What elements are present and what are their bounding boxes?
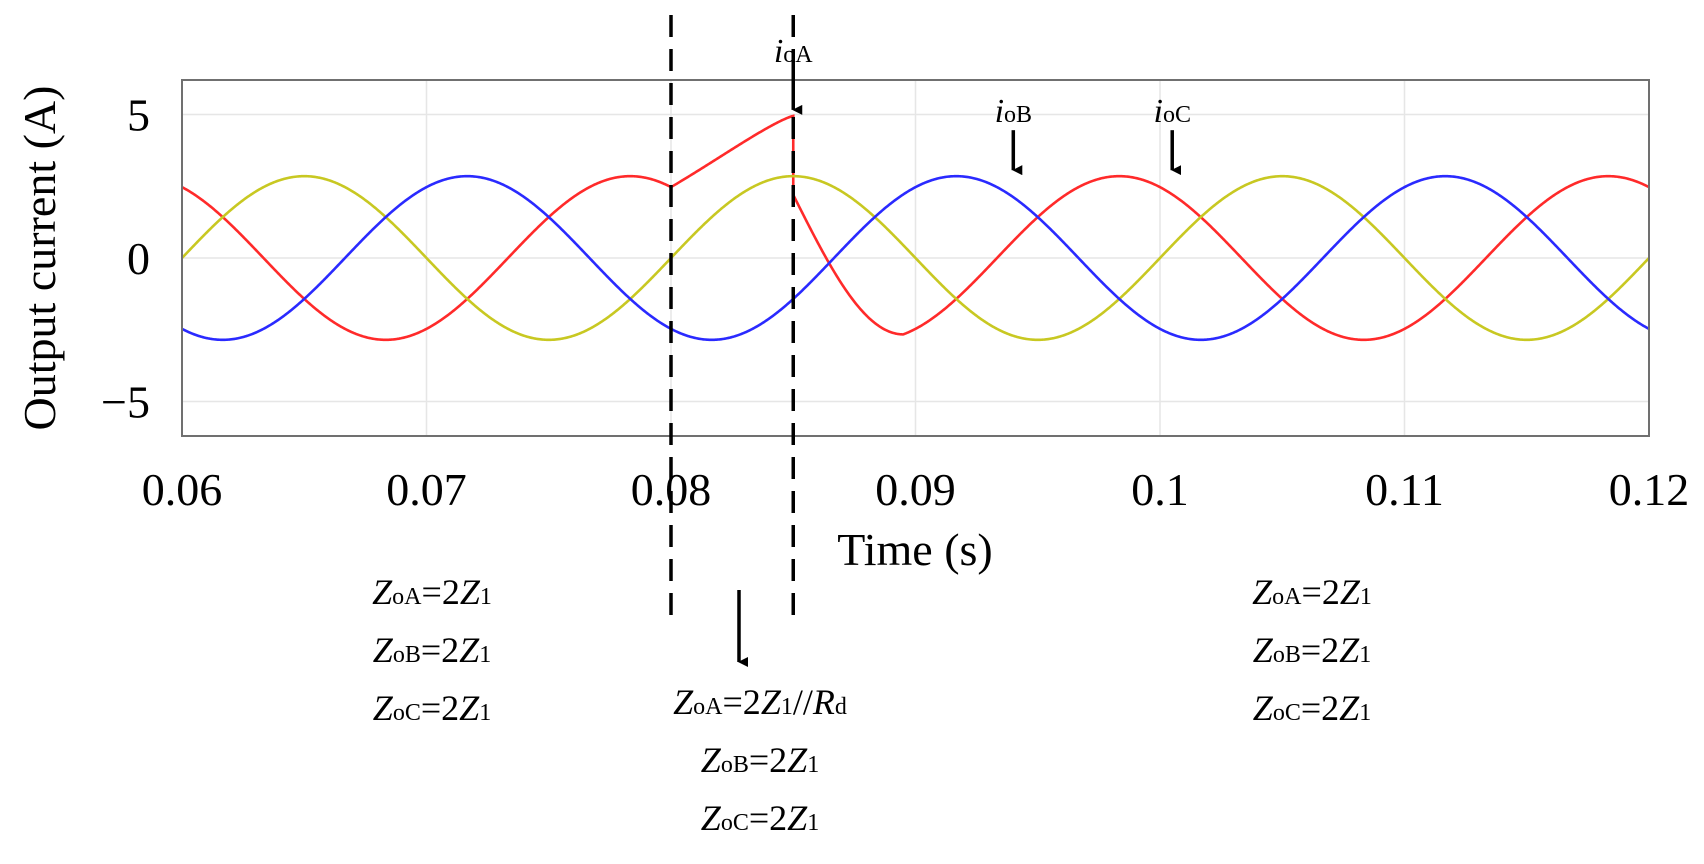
equation-part: Z [1253, 688, 1274, 728]
equation-part: 1 [807, 810, 819, 836]
y-tick-label: 0 [127, 233, 150, 284]
x-tick-label: 0.06 [142, 464, 223, 515]
impedance-equation: ZoA=2Z1 [1252, 572, 1372, 612]
x-tick-label: 0.09 [875, 464, 956, 515]
equation-part: oB [1273, 642, 1301, 668]
equation-part: Z [1339, 688, 1360, 728]
x-tick-label: 0.11 [1365, 464, 1444, 515]
equation-part: oA [693, 694, 723, 720]
y-tick-label: −5 [101, 377, 150, 428]
x-tick-label: 0.12 [1609, 464, 1690, 515]
impedance-equation: ZoA=2Z1 [372, 572, 492, 612]
equation-part: oA [1272, 584, 1302, 610]
equation-part: Z [459, 630, 480, 670]
equation-part: Z [373, 688, 394, 728]
equation-part: Z [787, 798, 808, 838]
plot-frame [181, 79, 1650, 437]
equation-part: =2 [1301, 688, 1339, 728]
callout-italic: i [995, 93, 1004, 130]
equation-part: =2 [1301, 630, 1339, 670]
equation-part: =2 [749, 798, 787, 838]
x-tick-label: 0.07 [386, 464, 467, 515]
equation-part: Z [701, 740, 722, 780]
callout-subscript: oA [783, 42, 813, 68]
callout-label: ioB [995, 93, 1032, 130]
x-tick-labels: 0.06 0.07 0.08 0.09 0.1 0.11 0.12 [142, 464, 1690, 515]
equation-part: Z [1252, 572, 1273, 612]
impedance-equation: ZoB=2Z1 [373, 630, 491, 670]
series-lines [181, 114, 1650, 342]
equation-part: 1 [480, 584, 492, 610]
x-axis-label: Time (s) [837, 524, 993, 575]
callout-oB: ioB [995, 93, 1032, 176]
equation-part: Z [673, 682, 694, 722]
equation-part: =2 [749, 740, 787, 780]
equation-part: Z [787, 740, 808, 780]
callout-italic: i [1153, 93, 1162, 130]
equation-part: 1 [781, 694, 793, 720]
equation-part: Z [373, 630, 394, 670]
equation-part: oA [392, 584, 422, 610]
equation-part: 1 [807, 752, 819, 778]
series-line-ioA [181, 114, 1650, 342]
impedance-equation: ZoB=2Z1 [701, 740, 819, 780]
equation-part: oC [1273, 700, 1301, 726]
equation-part: Z [372, 572, 393, 612]
equation-part: oC [393, 700, 421, 726]
equation-part: oB [721, 752, 749, 778]
equation-part: 1 [1360, 584, 1372, 610]
equation-part: 1 [479, 700, 491, 726]
equation-part: 1 [479, 642, 491, 668]
equation-part: Z [459, 688, 480, 728]
equation-part: Z [761, 682, 782, 722]
equation-part: // [793, 682, 813, 722]
series-line-ioB [181, 174, 1650, 342]
equation-part: R [812, 682, 835, 722]
equation-part: Z [1253, 630, 1274, 670]
equation-part: Z [1340, 572, 1361, 612]
callout-label: ioA [774, 33, 813, 70]
equation-part: d [835, 694, 847, 720]
callout-oC: ioC [1153, 93, 1191, 176]
series-line-ioC [181, 174, 1650, 342]
y-axis-label: Output current (A) [14, 86, 65, 431]
equation-part: oB [393, 642, 421, 668]
equation-part: Z [460, 572, 481, 612]
y-tick-label: 5 [127, 89, 150, 140]
impedance-equation: ZoC=2Z1 [701, 798, 819, 838]
equation-part: =2 [1302, 572, 1340, 612]
equation-part: 1 [1359, 642, 1371, 668]
equation-part: =2 [723, 682, 761, 722]
callout-label: ioC [1153, 93, 1190, 130]
equation-part: =2 [421, 630, 459, 670]
y-tick-labels: 5 0 −5 [101, 89, 150, 427]
callout-subscript: oC [1163, 102, 1191, 128]
equation-part: Z [1339, 630, 1360, 670]
impedance-equation: ZoA=2Z1//Rd [673, 682, 847, 722]
equation-part: Z [701, 798, 722, 838]
equation-part: oC [721, 810, 749, 836]
equation-part: =2 [422, 572, 460, 612]
equation-part: =2 [421, 688, 459, 728]
callout-italic: i [774, 33, 783, 70]
equation-part: 1 [1359, 700, 1371, 726]
impedance-equation: ZoB=2Z1 [1253, 630, 1371, 670]
x-tick-label: 0.1 [1131, 464, 1189, 515]
callout-subscript: oB [1004, 102, 1032, 128]
impedance-equation: ZoC=2Z1 [1253, 688, 1371, 728]
impedance-equation: ZoC=2Z1 [373, 688, 491, 728]
callout-oA: ioA [774, 33, 813, 115]
